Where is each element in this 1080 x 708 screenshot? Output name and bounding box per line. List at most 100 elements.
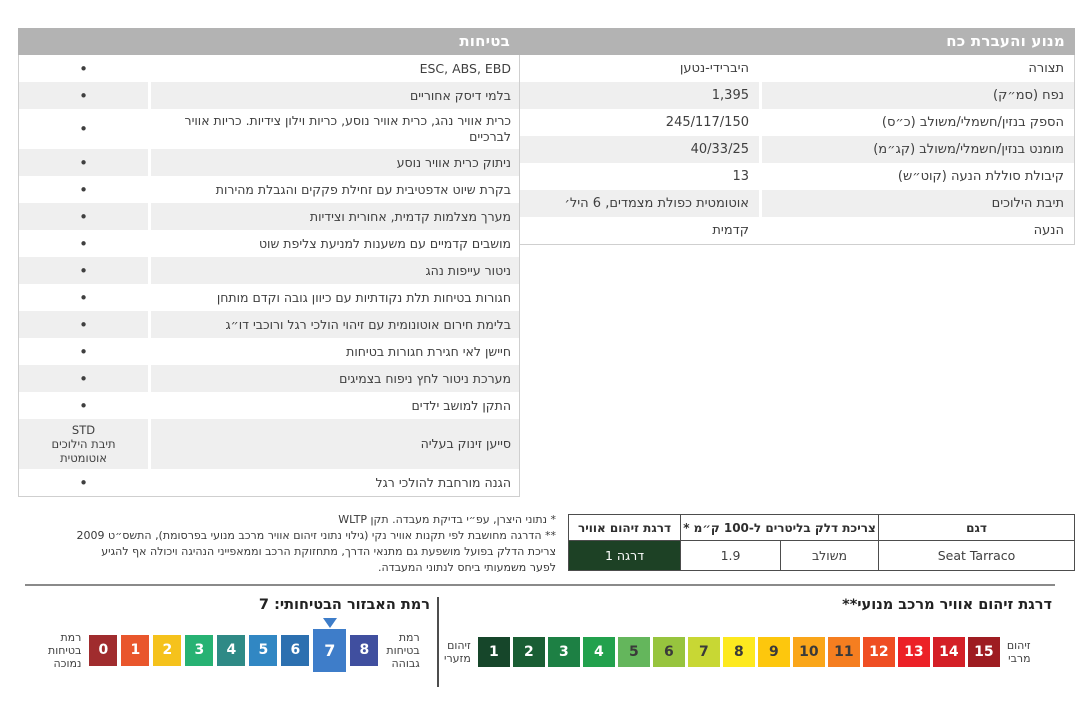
pollution-box-2: 2 bbox=[512, 637, 545, 667]
pollution-grade-badge: דרגה 1 bbox=[569, 541, 680, 570]
safety-table-row: חיישן לאי חגירת חגורות בטיחות • bbox=[19, 338, 519, 365]
safety-box-8: 8 bbox=[350, 634, 379, 666]
pollution-max-label: זיהום מרבי bbox=[1006, 639, 1031, 665]
fuel-model-value: Seat Tarraco bbox=[878, 541, 1074, 570]
pollution-scale-title: דרגת זיהום אוויר מרכב מנועי** bbox=[842, 597, 1052, 613]
fuel-consumption-table: דגם צריכת דלק בליטרים ל-100 ק״מ * דרגת ז… bbox=[568, 514, 1075, 571]
engine-table-row: מומנט בנזין/חשמלי/משולב (קג״מ) 40/33/25 bbox=[506, 136, 1074, 163]
engine-row-label: תצורה bbox=[762, 55, 1074, 82]
bullet-marker: • bbox=[19, 82, 148, 109]
engine-row-value: 245/117/150 bbox=[506, 109, 759, 136]
engine-row-value: אוטומטית כפולת מצמדים, 6 היל׳ bbox=[506, 190, 759, 217]
safety-feature-label: ניטור עייפות נהג bbox=[151, 257, 519, 284]
fuel-header-row: דגם צריכת דלק בליטרים ל-100 ק״מ * דרגת ז… bbox=[569, 515, 1074, 541]
fuel-header-pollution: דרגת זיהום אוויר bbox=[569, 515, 680, 541]
bullet-marker: • bbox=[19, 257, 148, 284]
engine-table-title: מנוע והעברת כח bbox=[505, 28, 1075, 55]
safety-high-label: רמת בטיחות גבוהה bbox=[386, 630, 420, 670]
bullet-marker: • bbox=[19, 109, 148, 149]
fuel-data-row: Seat Tarraco משולב 1.9 דרגה 1 bbox=[569, 541, 1074, 570]
scales-vertical-divider bbox=[437, 597, 439, 687]
engine-row-label: תיבת הילוכים bbox=[762, 190, 1074, 217]
pollution-box-5: 5 bbox=[617, 637, 650, 667]
safety-box-6: 6 bbox=[281, 634, 310, 666]
pollution-box-7: 7 bbox=[687, 637, 720, 667]
footnote-line: לפער משמעותי ביחס לנתוני המעבדה. bbox=[378, 561, 556, 574]
safety-feature-label: ניתוק כרית אוויר נוסע bbox=[151, 149, 519, 176]
engine-row-label: מומנט בנזין/חשמלי/משולב (קג״מ) bbox=[762, 136, 1074, 163]
bullet-marker: • bbox=[19, 230, 148, 257]
safety-table-title: בטיחות bbox=[18, 28, 520, 55]
bullet-marker: • bbox=[19, 469, 148, 496]
bullet-marker: • bbox=[19, 392, 148, 419]
bullet-marker: • bbox=[19, 149, 148, 176]
bullet-marker: • bbox=[19, 311, 148, 338]
horizontal-separator bbox=[25, 584, 1055, 586]
bullet-marker: • bbox=[19, 176, 148, 203]
bullet-marker: • bbox=[19, 55, 148, 82]
pollution-box-11: 11 bbox=[827, 637, 860, 667]
pollution-box-4: 4 bbox=[582, 637, 615, 667]
fuel-consumption-value: 1.9 bbox=[680, 541, 780, 570]
safety-table-row: ESC, ABS, EBD • bbox=[19, 55, 519, 82]
pollution-box-12: 12 bbox=[862, 637, 895, 667]
safety-table: בטיחות ESC, ABS, EBD • בלמי דיסק אחוריים • כ… bbox=[18, 28, 520, 497]
safety-feature-label: בקרת שיוט אדפטיבית עם זחילת פקקים והגבלת… bbox=[151, 176, 519, 203]
safety-table-body: ESC, ABS, EBD • בלמי דיסק אחוריים • כרית אוו… bbox=[18, 55, 520, 497]
safety-box-5: 5 bbox=[249, 634, 278, 666]
safety-table-row: מערך מצלמות קדמית, אחורית וצידיות • bbox=[19, 203, 519, 230]
safety-box-7: 7 bbox=[313, 617, 347, 672]
pollution-box-6: 6 bbox=[652, 637, 685, 667]
safety-table-row: חגורות בטיחות תלת נקודתיות עם כיוון גובה… bbox=[19, 284, 519, 311]
safety-table-row: מושבים קדמיים עם משענות למניעת צליפת שוט… bbox=[19, 230, 519, 257]
safety-feature-label: חיישן לאי חגירת חגורות בטיחות bbox=[151, 338, 519, 365]
bullet-marker: • bbox=[19, 338, 148, 365]
safety-feature-label: מערך מצלמות קדמית, אחורית וצידיות bbox=[151, 203, 519, 230]
safety-low-label: רמת בטיחות נמוכה bbox=[48, 630, 82, 670]
engine-row-label: נפח (סמ״ק) bbox=[762, 82, 1074, 109]
bullet-marker: • bbox=[19, 284, 148, 311]
pollution-box-15: 15 bbox=[967, 637, 1000, 667]
safety-box-2: 2 bbox=[153, 634, 182, 666]
engine-row-label: הספק בנזין/חשמלי/משולב (כ״ס) bbox=[762, 109, 1074, 136]
engine-table-row: נפח (סמ״ק) 1,395 bbox=[506, 82, 1074, 109]
safety-table-row: ניטור עייפות נהג • bbox=[19, 257, 519, 284]
engine-table-row: תיבת הילוכים אוטומטית כפולת מצמדים, 6 היל… bbox=[506, 190, 1074, 217]
fuel-header-model: דגם bbox=[878, 515, 1074, 541]
fuel-header-consumption: צריכת דלק בליטרים ל-100 ק״מ * bbox=[680, 515, 878, 541]
safety-scale-title: רמת האבזור הבטיחותי: 7 bbox=[258, 597, 430, 613]
fuel-mode-value: משולב bbox=[780, 541, 878, 570]
safety-table-row: מערכת ניטור לחץ ניפוח בצמיגים • bbox=[19, 365, 519, 392]
safety-table-row: הגנה מורחבת להולכי רגל • bbox=[19, 469, 519, 496]
pollution-min-label: זיהום מזערי bbox=[444, 639, 471, 665]
pollution-box-14: 14 bbox=[932, 637, 965, 667]
safety-table-row: ניתוק כרית אוויר נוסע • bbox=[19, 149, 519, 176]
safety-box-4: 4 bbox=[217, 634, 246, 666]
engine-row-value: 40/33/25 bbox=[506, 136, 759, 163]
safety-box-3: 3 bbox=[185, 634, 214, 666]
safety-table-row: בלימת חירום אוטונומית עם זיהוי הולכי רגל… bbox=[19, 311, 519, 338]
engine-row-value: היברידי-נטען bbox=[506, 55, 759, 82]
safety-feature-label: הגנה מורחבת להולכי רגל bbox=[151, 469, 519, 496]
pollution-box-10: 10 bbox=[792, 637, 825, 667]
engine-row-label: קיבולת סוללת הנעה (קוט״ש) bbox=[762, 163, 1074, 190]
engine-table-body: תצורה היברידי-נטען נפח (סמ״ק) 1,395 הספק בנז… bbox=[505, 55, 1075, 245]
safety-table-row: התקן למושב ילדים • bbox=[19, 392, 519, 419]
safety-feature-label: התקן למושב ילדים bbox=[151, 392, 519, 419]
safety-feature-label: כרית אוויר נהג, כרית אוויר נוסע, כריות ו… bbox=[151, 109, 519, 149]
engine-table-row: תצורה היברידי-נטען bbox=[506, 55, 1074, 82]
safety-table-row: סייען זינוק בעליה STD תיבת הילוכים אוטומט… bbox=[19, 419, 519, 469]
footnotes: * נתוני היצרן, עפ״י בדיקת מעבדה. תקן WLT… bbox=[6, 512, 557, 576]
bullet-marker: • bbox=[19, 365, 148, 392]
engine-table: מנוע והעברת כח תצורה היברידי-נטען נפח (סמ״… bbox=[505, 28, 1075, 245]
pollution-scale: זיהום מזערי 1 2 3 4 5 6 7 8 9 10 11 12 13 14 15 זיהום … bbox=[440, 626, 1035, 678]
pollution-box-13: 13 bbox=[897, 637, 930, 667]
safety-feature-label: ESC, ABS, EBD bbox=[151, 55, 519, 82]
safety-feature-label: סייען זינוק בעליה bbox=[151, 419, 519, 469]
safety-table-row: כרית אוויר נהג, כרית אוויר נוסע, כריות ו… bbox=[19, 109, 519, 149]
selected-level-marker bbox=[322, 617, 337, 628]
safety-status-text: STD תיבת הילוכים אוטומטית bbox=[19, 419, 148, 469]
